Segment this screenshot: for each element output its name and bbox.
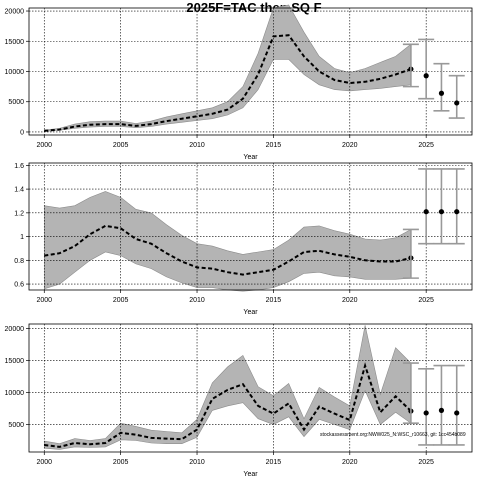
middle-x-tick-label: 2020 xyxy=(342,297,358,304)
top-x-tick-label: 2005 xyxy=(113,142,129,149)
source-annotation: stockassessment.org:NWW025_N:WSC_r10663,… xyxy=(320,432,466,438)
bottom-x-tick-label: 2020 xyxy=(342,459,358,466)
middle-y-tick-label: 1.2 xyxy=(14,210,24,217)
top-x-tick-label: 2000 xyxy=(36,142,52,149)
bottom-y-tick-label: 10000 xyxy=(5,390,25,397)
middle-y-tick-label: 0.6 xyxy=(14,282,24,289)
middle-x-tick-label: 2025 xyxy=(418,297,434,304)
panel-middle-chart: 2000 2005 2010 2015 2020 2025 0.6 0.8 1 1.2 1.4 1.6… xyxy=(14,162,473,316)
middle-forecast-point xyxy=(454,209,460,215)
bottom-x-tick-label: 2010 xyxy=(189,459,205,466)
figure-title: 2025F=TAC then SQ F xyxy=(186,0,321,15)
top-estimate-line xyxy=(44,34,412,132)
top-forecast-point xyxy=(438,90,445,96)
top-y-tick-label: 20000 xyxy=(5,9,25,16)
bottom-x-tick-label: 2025 xyxy=(418,459,434,466)
top-y-tick-label: 10000 xyxy=(5,69,25,76)
top-y-tick-label: 0 xyxy=(20,129,24,136)
middle-estimate-line xyxy=(44,224,412,276)
bottom-x-tick-label: 2005 xyxy=(113,459,129,466)
middle-forecast-point xyxy=(423,209,429,215)
middle-forecast-point xyxy=(438,209,445,215)
middle-plot-frame xyxy=(28,162,473,291)
top-y-tick-label: 5000 xyxy=(8,99,24,106)
bottom-x-axis-label: Year xyxy=(243,471,258,478)
top-x-axis-label: Year xyxy=(243,154,258,161)
middle-y-tick-label: 1 xyxy=(20,234,24,241)
bottom-estimate-line xyxy=(44,362,412,448)
bottom-plot-frame xyxy=(28,323,473,453)
bottom-y-tick-label: 5000 xyxy=(8,422,24,429)
middle-x-tick-label: 2005 xyxy=(113,297,129,304)
bottom-y-tick-label: 20000 xyxy=(5,326,25,333)
middle-y-tick-label: 1.4 xyxy=(14,187,24,194)
middle-y-tick-label: 0.8 xyxy=(14,258,24,265)
bottom-forecast-point xyxy=(438,407,445,413)
bottom-y-tick-label: 15000 xyxy=(5,358,25,365)
bottom-forecast-point xyxy=(423,410,429,416)
middle-x-tick-label: 2000 xyxy=(36,297,52,304)
top-x-tick-label: 2020 xyxy=(342,142,358,149)
middle-x-axis-label: Year xyxy=(243,309,258,316)
top-y-tick-label: 15000 xyxy=(5,39,25,46)
panel-bottom-chart: 2000 2005 2010 2015 2020 2025 5000 10000 15000 20… xyxy=(5,323,473,478)
bottom-forecast-point xyxy=(454,410,460,416)
top-forecast-point xyxy=(423,73,429,79)
middle-y-tick-label: 1.6 xyxy=(14,163,24,170)
middle-x-tick-label: 2010 xyxy=(189,297,205,304)
top-forecast-point xyxy=(454,100,460,106)
bottom-x-tick-label: 2015 xyxy=(266,459,282,466)
top-x-tick-label: 2015 xyxy=(266,142,282,149)
middle-x-tick-label: 2015 xyxy=(266,297,282,304)
bottom-x-tick-label: 2000 xyxy=(36,459,52,466)
top-x-tick-label: 2025 xyxy=(418,142,434,149)
top-x-tick-label: 2010 xyxy=(189,142,205,149)
panel-top-chart: 2000 2005 2010 2015 2020 2025 0 5000 10000 15000 2… xyxy=(5,4,473,161)
